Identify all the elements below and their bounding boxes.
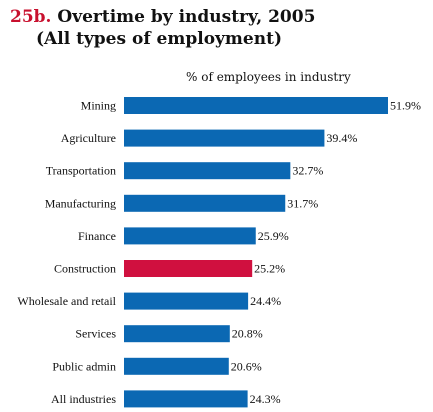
- bar-agriculture: [124, 129, 325, 147]
- value-label-all-industries: 24.3%: [250, 392, 281, 406]
- title-text: Overtime by industry, 2005: [57, 7, 316, 27]
- category-label-transportation: Transportation: [46, 164, 116, 178]
- bar-finance: [124, 227, 256, 245]
- value-label-public-admin: 20.6%: [231, 359, 262, 373]
- category-label-finance: Finance: [78, 229, 116, 243]
- axis-subtitle: % of employees in industry: [186, 70, 351, 84]
- category-label-wholesale-and-retail: Wholesale and retail: [17, 294, 116, 308]
- category-label-manufacturing: Manufacturing: [45, 196, 116, 210]
- title-line-1: 25b. Overtime by industry, 2005: [10, 6, 315, 28]
- value-label-wholesale-and-retail: 24.4%: [250, 294, 281, 308]
- value-label-services: 20.8%: [232, 327, 263, 341]
- bar-wholesale-and-retail: [124, 292, 249, 310]
- bar-mining: [124, 97, 388, 114]
- figure-number: 25b.: [10, 7, 52, 27]
- bar-all-industries: [124, 390, 248, 408]
- category-label-public-admin: Public admin: [52, 359, 116, 373]
- category-label-construction: Construction: [54, 262, 116, 276]
- bar-services: [124, 325, 230, 343]
- category-label-services: Services: [75, 327, 116, 341]
- value-label-agriculture: 39.4%: [326, 131, 357, 145]
- bar-transportation: [124, 162, 291, 180]
- value-label-finance: 25.9%: [258, 229, 289, 243]
- bar-construction: [124, 260, 253, 277]
- value-label-mining: 51.9%: [390, 99, 421, 113]
- value-label-manufacturing: 31.7%: [287, 196, 318, 210]
- title-line-2: (All types of employment): [36, 29, 282, 49]
- bar-public-admin: [124, 357, 229, 375]
- bar-manufacturing: [124, 194, 286, 212]
- category-label-mining: Mining: [81, 99, 116, 113]
- value-label-construction: 25.2%: [254, 262, 285, 276]
- category-label-all-industries: All industries: [51, 392, 116, 406]
- chart-title: 25b. Overtime by industry, 2005 (All typ…: [10, 6, 315, 50]
- category-label-agriculture: Agriculture: [61, 131, 116, 145]
- value-label-transportation: 32.7%: [292, 164, 323, 178]
